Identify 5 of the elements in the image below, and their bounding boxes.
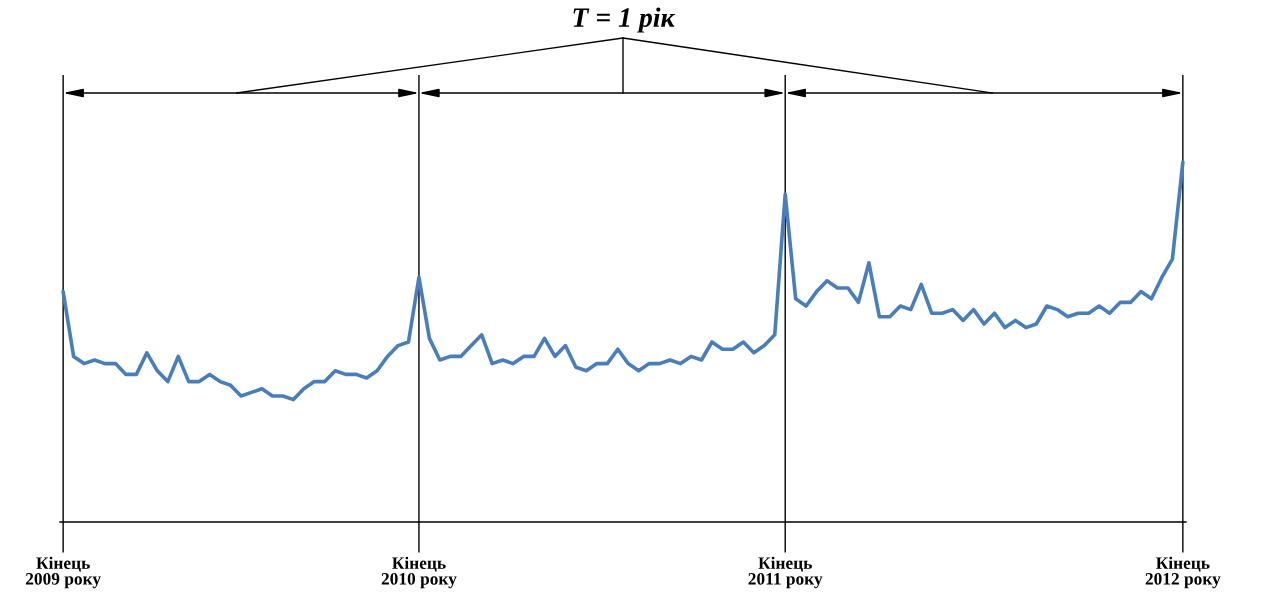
x-tick-label: Кінець 2012 року: [1145, 556, 1221, 589]
x-tick-label: Кінець 2009 року: [25, 556, 101, 589]
chart-title: T = 1 рік: [573, 7, 676, 33]
x-tick-label: Кінець 2011 року: [748, 556, 823, 589]
x-tick-label: Кінець 2010 року: [381, 556, 457, 589]
